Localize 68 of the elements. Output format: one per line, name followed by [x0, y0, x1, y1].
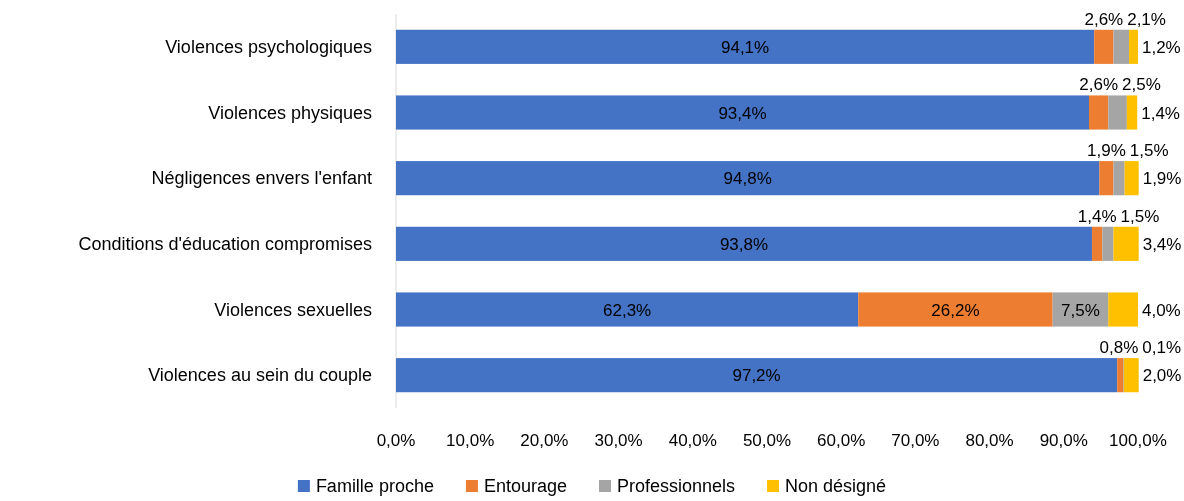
bar — [1094, 29, 1114, 64]
bar — [396, 161, 1100, 196]
data-label: 2,1% — [1127, 9, 1166, 29]
x-tick-label: 80,0% — [965, 430, 1014, 450]
bar — [1113, 161, 1125, 196]
data-label: 62,3% — [603, 300, 652, 319]
data-label: 93,4% — [718, 103, 767, 122]
x-tick-label: 40,0% — [668, 430, 717, 450]
y-tick-label: Violences physiques — [208, 102, 372, 123]
data-label: 1,9% — [1087, 141, 1126, 161]
x-tick-label: 100,0% — [1109, 430, 1167, 450]
x-tick-label: 30,0% — [594, 430, 643, 450]
data-label: 1,4% — [1077, 206, 1117, 226]
x-tick-label: 70,0% — [891, 430, 940, 450]
bar — [1091, 226, 1103, 261]
legend-label: Non désigné — [785, 476, 887, 496]
x-tick-label: 60,0% — [817, 430, 866, 450]
bar — [1052, 292, 1109, 327]
x-tick-label: 20,0% — [520, 430, 569, 450]
legend-label: Professionnels — [616, 476, 736, 496]
bar — [1113, 226, 1139, 261]
legend-label: Entourage — [483, 476, 567, 496]
bar — [396, 29, 1095, 64]
data-label: 2,6% — [1079, 75, 1119, 95]
y-tick-label: Violences sexuelles — [214, 299, 372, 320]
bar — [1123, 358, 1139, 393]
data-label: 94,8% — [723, 168, 772, 188]
data-label: 93,8% — [719, 234, 769, 254]
x-tick-label: 50,0% — [742, 430, 792, 450]
x-tick-label: 0,0% — [376, 430, 416, 450]
data-label: 2,5% — [1122, 75, 1161, 95]
bar — [1117, 358, 1124, 393]
y-tick-label: Violences psychologiques — [165, 36, 372, 57]
data-label: 94,1% — [720, 37, 770, 57]
bar — [1108, 292, 1138, 327]
bar — [396, 358, 1118, 393]
data-label: 0,1% — [1142, 338, 1181, 358]
data-label: 1,9% — [1142, 168, 1182, 188]
bar — [1113, 29, 1130, 64]
legend-label: Famille proche — [315, 476, 434, 496]
data-label: 1,5% — [1120, 206, 1160, 226]
data-label: 2,0% — [1142, 365, 1182, 385]
bar — [1102, 226, 1114, 261]
data-label: 4,0% — [1141, 300, 1181, 319]
data-label: 1,4% — [1141, 103, 1180, 122]
x-tick-label: 90,0% — [1039, 430, 1088, 450]
bar — [396, 95, 1089, 130]
x-tick-label: 10,0% — [446, 430, 495, 450]
data-label: 1,2% — [1141, 37, 1181, 57]
data-label: 97,2% — [732, 365, 781, 385]
bar — [396, 292, 859, 327]
y-tick-label: Conditions d'éducation compromises — [78, 233, 372, 254]
bar — [1099, 161, 1114, 196]
y-tick-label: Négligences envers l'enfant — [151, 168, 372, 189]
bar — [396, 226, 1092, 261]
bar — [858, 292, 1053, 327]
y-tick-label: Violences au sein du couple — [148, 365, 372, 386]
bar — [1124, 161, 1139, 196]
data-label: 2,6% — [1084, 9, 1124, 29]
data-label: 1,5% — [1129, 141, 1169, 161]
bar — [1129, 29, 1138, 64]
data-label: 26,2% — [931, 300, 980, 319]
bar — [1126, 95, 1138, 130]
bar — [1088, 95, 1109, 130]
bar — [1108, 95, 1127, 130]
data-label: 3,4% — [1142, 234, 1182, 254]
data-label: 7,5% — [1061, 300, 1100, 319]
data-label: 0,8% — [1099, 338, 1139, 358]
